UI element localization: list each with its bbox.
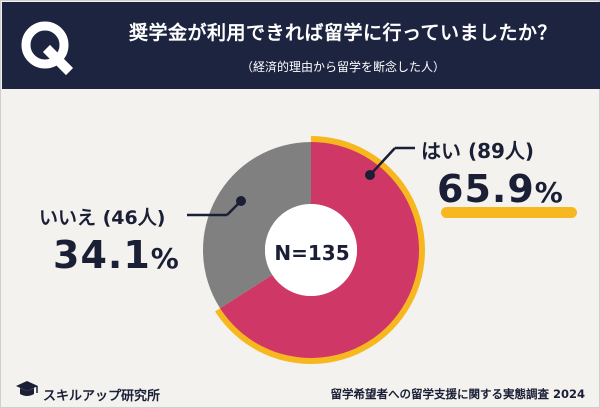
survey-source: 留学希望者への留学支援に関する実態調査 2024 xyxy=(330,387,585,401)
no-leader-dot xyxy=(236,196,246,206)
no-count-label: いいえ (46人) xyxy=(39,207,166,229)
sample-size-label: N=135 xyxy=(274,241,350,265)
yes-percent-label: 65.9% xyxy=(437,167,564,211)
no-slice xyxy=(203,142,311,309)
donut-hole xyxy=(265,204,357,296)
yes-count-label: はい (89人) xyxy=(421,139,535,163)
question-title: 奨学金が利用できれば留学に行っていましたか？ xyxy=(128,22,558,44)
question-header: 奨学金が利用できれば留学に行っていましたか？ （経済的理由から留学を断念した人） xyxy=(2,2,600,89)
yes-leader-line xyxy=(369,147,396,176)
graduation-cap-icon xyxy=(16,381,38,396)
q-icon xyxy=(21,21,74,76)
no-percent-label: 34.1% xyxy=(53,233,180,277)
donut-chart xyxy=(187,136,426,365)
yes-percent-highlight xyxy=(441,207,577,218)
question-subtitle: （経済的理由から留学を断念した人） xyxy=(240,60,445,74)
brand-name: スキルアップ研究所 xyxy=(43,389,161,404)
yes-leader-dot xyxy=(365,170,375,180)
yes-slice xyxy=(220,142,419,358)
